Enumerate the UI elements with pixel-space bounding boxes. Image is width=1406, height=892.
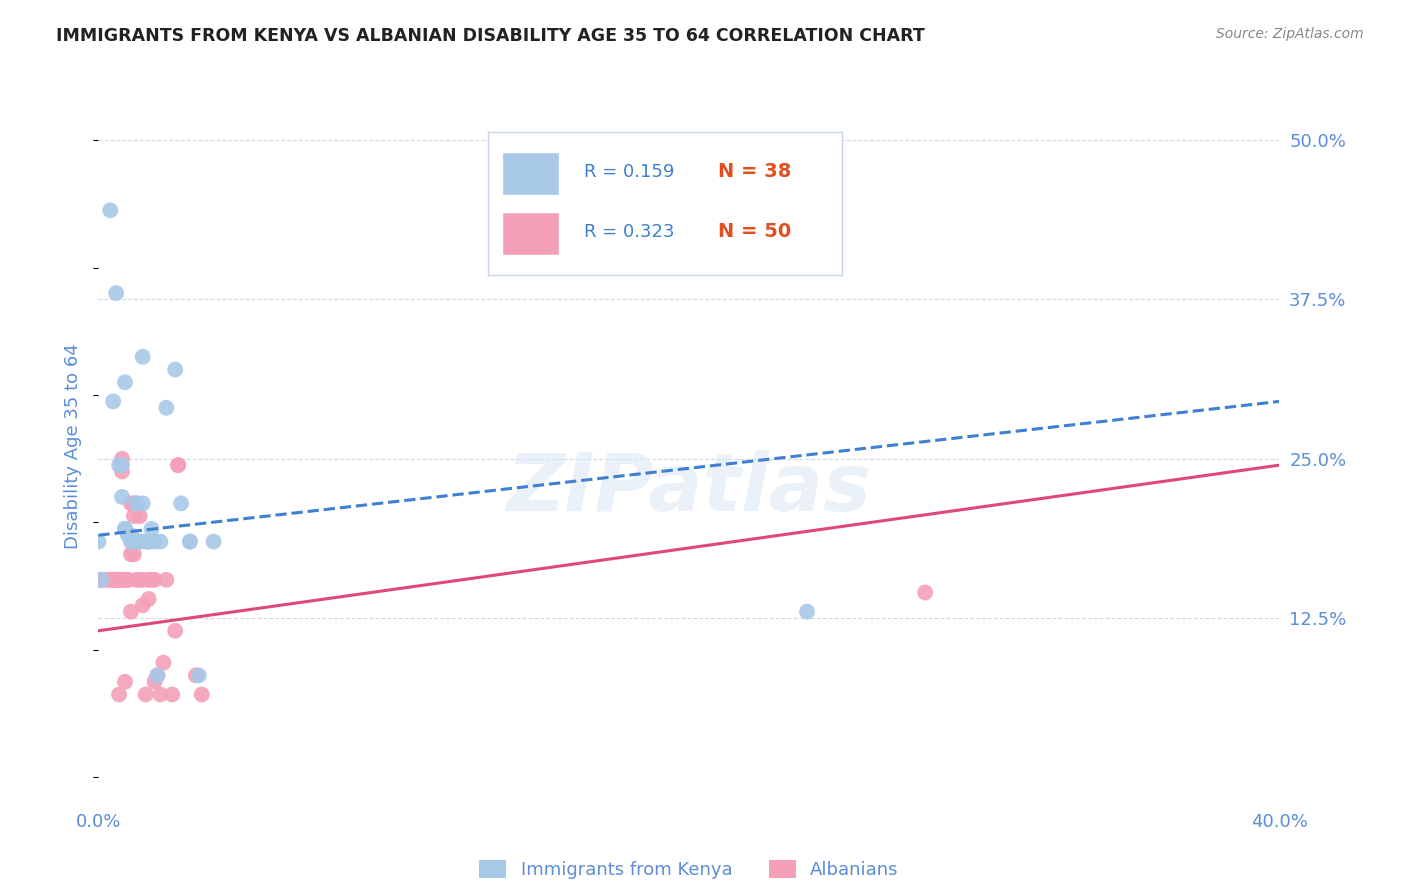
Point (122, 496, 145, 510)
Point (914, 585, 936, 599)
Point (125, 496, 148, 510)
Y-axis label: Disability Age 35 to 64: Disability Age 35 to 64 (65, 343, 83, 549)
Point (143, 674, 166, 689)
Point (138, 534, 160, 549)
Point (138, 573, 160, 587)
Point (167, 458, 190, 472)
Point (108, 458, 131, 472)
Point (111, 451, 134, 466)
Point (120, 605, 142, 619)
Point (170, 496, 193, 510)
Point (149, 534, 172, 549)
Point (138, 534, 160, 549)
Point (120, 534, 142, 549)
Point (111, 458, 134, 472)
Point (98, 203, 121, 218)
Point (132, 350, 155, 364)
Point (114, 674, 136, 689)
Point (165, 624, 187, 638)
Point (146, 668, 169, 682)
Point (149, 688, 172, 702)
Point (179, 534, 201, 549)
Point (132, 496, 155, 510)
Point (155, 573, 177, 587)
Point (162, 688, 183, 702)
Point (152, 656, 174, 670)
Point (122, 534, 145, 549)
Point (167, 458, 190, 472)
Point (132, 599, 155, 613)
Point (108, 688, 131, 702)
Point (114, 522, 136, 536)
Point (125, 496, 148, 510)
Point (114, 522, 136, 536)
Point (155, 401, 177, 415)
Point (111, 573, 134, 587)
Point (191, 688, 214, 702)
Point (111, 490, 134, 504)
Point (103, 573, 125, 587)
Point (128, 509, 150, 524)
Point (122, 534, 145, 549)
Point (111, 573, 134, 587)
Point (141, 522, 163, 536)
Point (179, 534, 201, 549)
Point (165, 362, 187, 376)
Point (98, 573, 121, 587)
Point (90, 573, 112, 587)
Point (111, 573, 134, 587)
Point (141, 573, 163, 587)
Point (96, 573, 118, 587)
Point (117, 573, 139, 587)
Point (796, 605, 818, 619)
Point (117, 573, 139, 587)
Point (128, 573, 150, 587)
Point (120, 496, 142, 510)
Point (120, 528, 142, 542)
Text: IMMIGRANTS FROM KENYA VS ALBANIAN DISABILITY AGE 35 TO 64 CORRELATION CHART: IMMIGRANTS FROM KENYA VS ALBANIAN DISABI… (56, 27, 925, 45)
Point (111, 465, 134, 479)
Point (146, 668, 169, 682)
Point (184, 668, 207, 682)
Point (114, 376, 136, 390)
Point (87, 534, 110, 549)
Point (114, 573, 136, 587)
Legend: Immigrants from Kenya, Albanians: Immigrants from Kenya, Albanians (472, 853, 905, 887)
Point (117, 528, 139, 542)
Point (120, 547, 142, 561)
Point (105, 573, 128, 587)
Point (103, 394, 125, 409)
Point (90, 573, 112, 587)
Text: ZIPatlas: ZIPatlas (506, 450, 872, 528)
Point (135, 688, 157, 702)
Point (122, 509, 145, 524)
Point (103, 573, 125, 587)
Point (128, 534, 150, 549)
Point (108, 573, 131, 587)
Point (93, 573, 115, 587)
Point (105, 573, 128, 587)
Point (138, 591, 160, 606)
Point (105, 573, 128, 587)
Point (135, 534, 157, 549)
Text: Source: ZipAtlas.com: Source: ZipAtlas.com (1216, 27, 1364, 41)
Point (143, 573, 166, 587)
Point (105, 286, 128, 301)
Point (128, 534, 150, 549)
Point (122, 547, 145, 561)
Point (122, 534, 145, 549)
Point (187, 668, 209, 682)
Point (108, 573, 131, 587)
Point (132, 573, 155, 587)
Point (143, 534, 166, 549)
Point (87, 573, 110, 587)
Point (202, 534, 225, 549)
Point (125, 573, 148, 587)
